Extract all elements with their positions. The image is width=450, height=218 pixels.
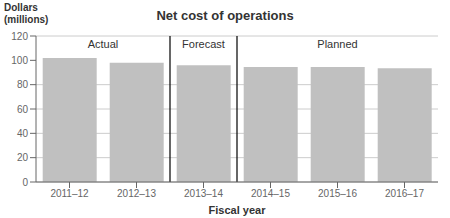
svg-text:2012–13: 2012–13 — [117, 188, 156, 199]
svg-text:80: 80 — [17, 79, 29, 90]
svg-text:120: 120 — [11, 31, 28, 42]
svg-text:2014–15: 2014–15 — [251, 188, 290, 199]
svg-text:2011–12: 2011–12 — [50, 188, 89, 199]
svg-text:Forecast: Forecast — [182, 38, 225, 50]
svg-text:0: 0 — [22, 177, 28, 188]
svg-text:40: 40 — [17, 128, 29, 139]
svg-text:2013–14: 2013–14 — [184, 188, 223, 199]
svg-text:Fiscal year: Fiscal year — [209, 204, 267, 216]
svg-text:60: 60 — [17, 104, 29, 115]
svg-text:2016–17: 2016–17 — [385, 188, 424, 199]
svg-text:2015–16: 2015–16 — [318, 188, 357, 199]
svg-text:100: 100 — [11, 55, 28, 66]
svg-text:Planned: Planned — [317, 38, 357, 50]
svg-text:20: 20 — [17, 152, 29, 163]
html-text:(millions): (millions) — [4, 14, 49, 25]
html-text:Net cost of operations: Net cost of operations — [156, 8, 294, 23]
html-text:Dollars: Dollars — [4, 2, 38, 13]
svg-text:Actual: Actual — [88, 38, 119, 50]
